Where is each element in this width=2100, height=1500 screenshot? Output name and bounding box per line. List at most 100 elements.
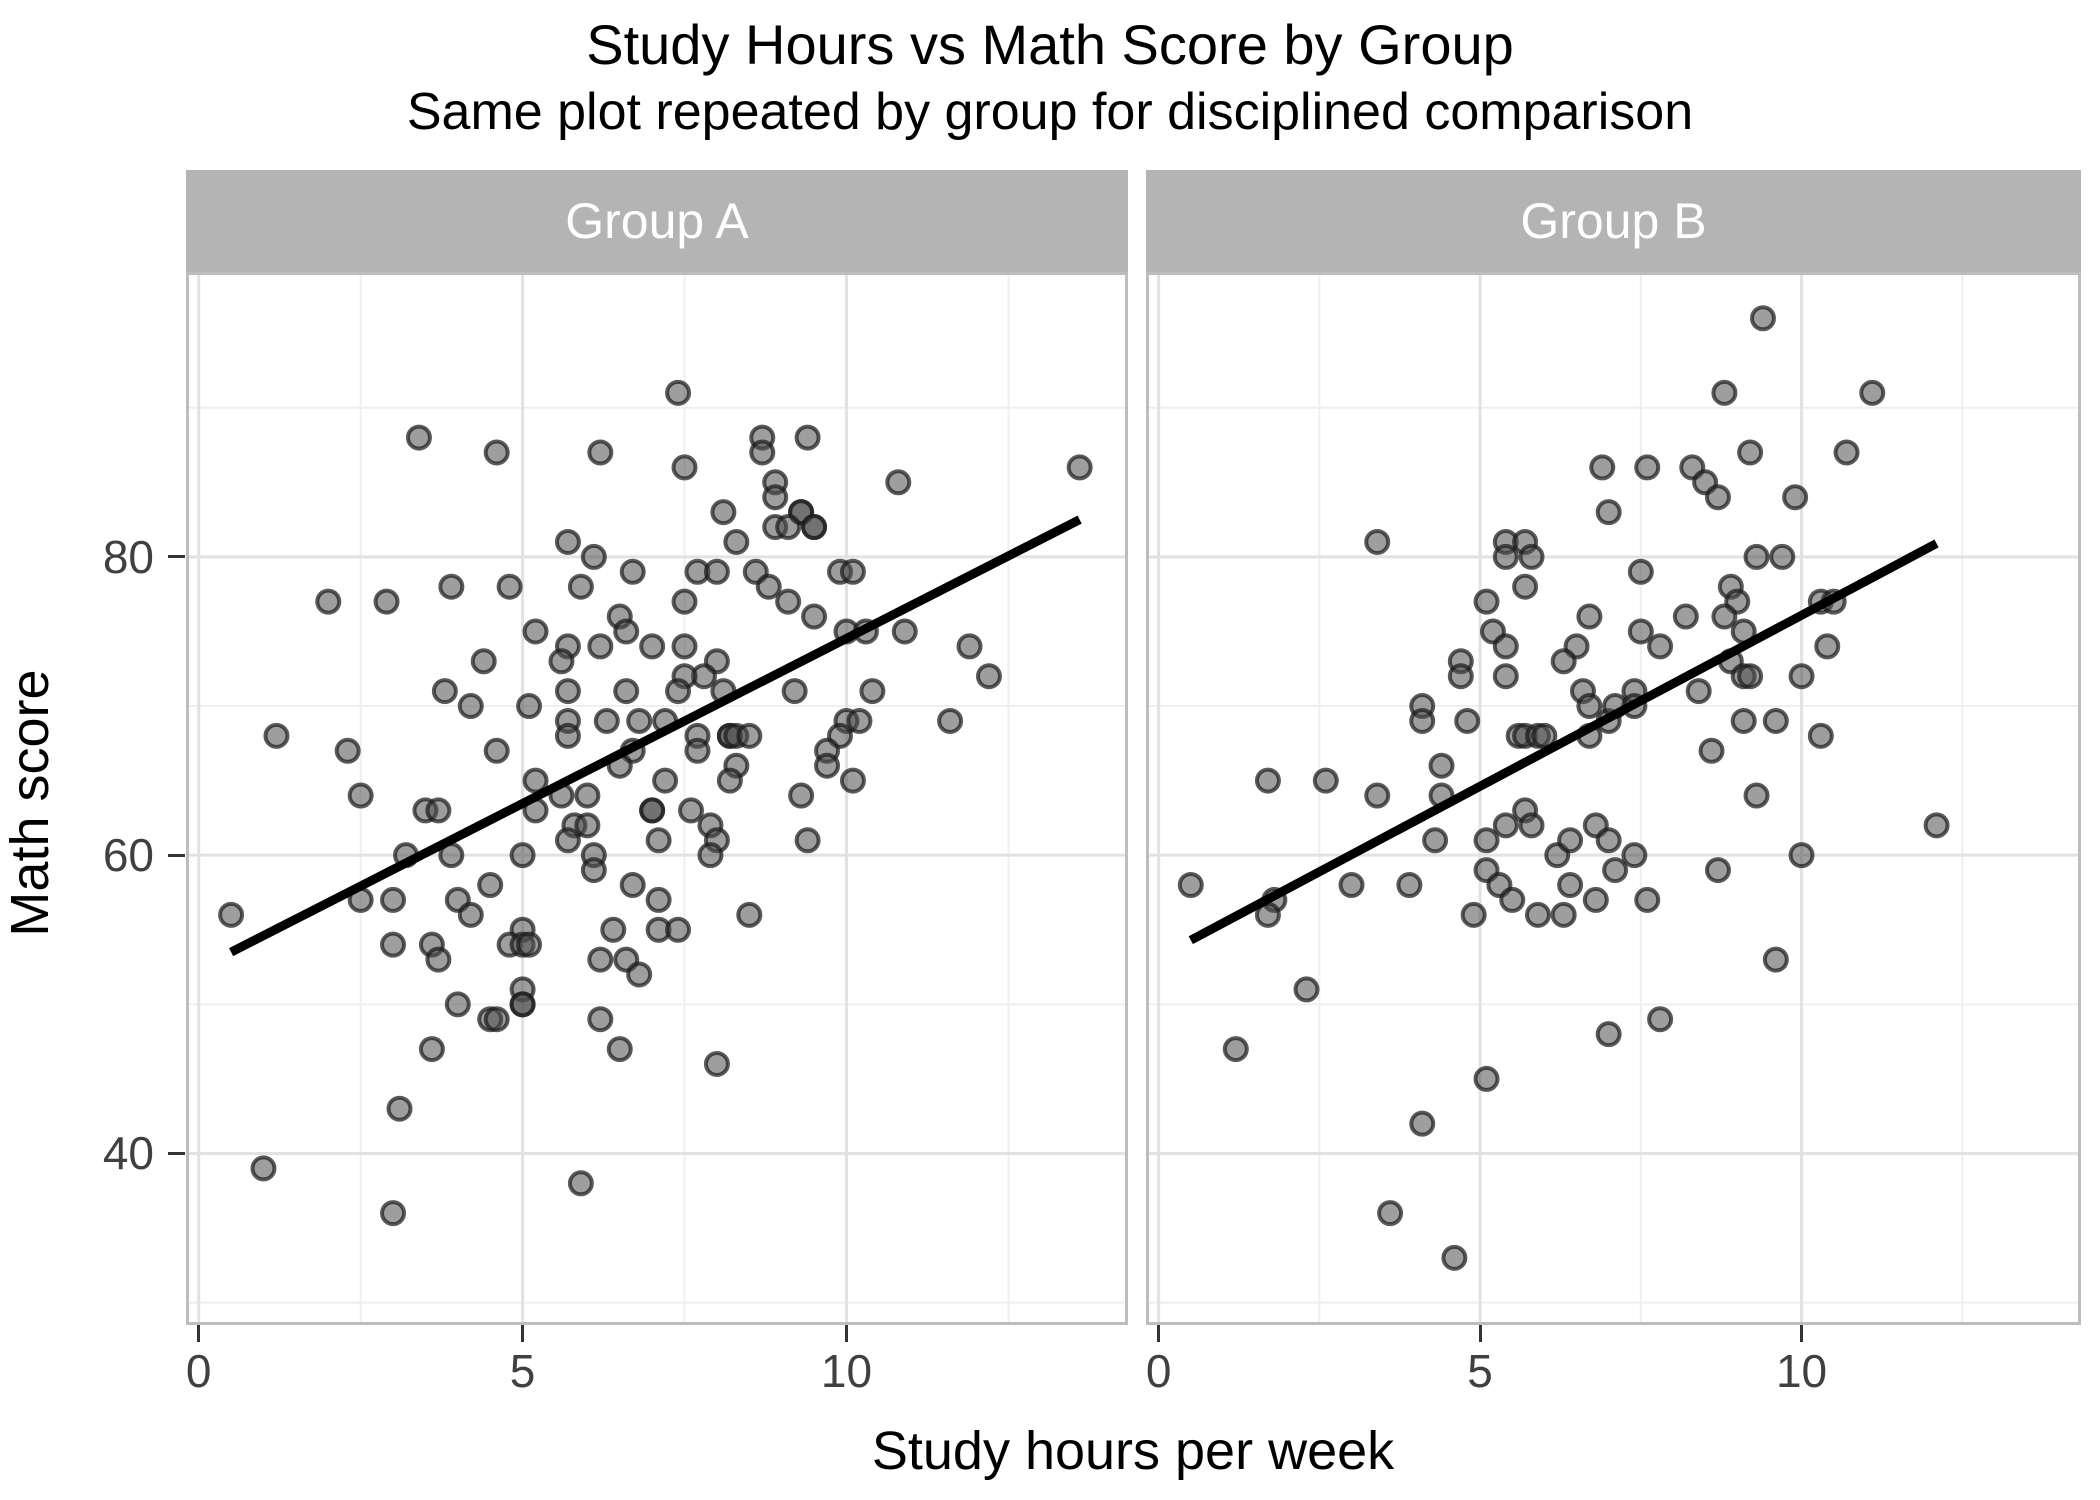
data-point <box>509 991 536 1018</box>
x-tick-mark <box>1157 1325 1161 1342</box>
data-point <box>619 872 646 899</box>
data-point <box>619 558 646 585</box>
data-point <box>425 797 452 824</box>
data-point <box>574 812 601 839</box>
data-point <box>794 424 821 451</box>
data-point <box>600 916 627 943</box>
data-point <box>749 439 776 466</box>
data-point <box>814 752 841 779</box>
data-point <box>548 648 575 675</box>
data-point <box>775 514 802 541</box>
facet-strip-group-b: Group B <box>1146 170 2081 272</box>
data-point <box>755 573 782 600</box>
data-point <box>665 678 692 705</box>
data-point <box>1364 782 1391 809</box>
y-tick-mark <box>168 853 185 857</box>
trend-line <box>1188 539 1939 945</box>
data-point <box>665 916 692 943</box>
trend-line <box>229 515 1082 957</box>
data-point <box>1621 842 1648 869</box>
x-tick-label: 10 <box>1775 1345 1828 1397</box>
data-point <box>716 767 743 794</box>
x-tick-label: 5 <box>1467 1345 1493 1397</box>
data-point <box>671 588 698 615</box>
data-point <box>639 797 666 824</box>
data-point <box>1602 857 1629 884</box>
data-point <box>839 558 866 585</box>
plot-panel-group-b <box>1146 272 2081 1325</box>
data-point <box>1737 663 1764 690</box>
data-point <box>315 588 342 615</box>
data-point <box>580 543 607 570</box>
chart-subtitle: Same plot repeated by group for discipli… <box>406 83 1694 141</box>
data-point <box>1749 305 1776 332</box>
data-point <box>1518 543 1545 570</box>
data-point <box>775 588 802 615</box>
data-point <box>1492 812 1519 839</box>
data-point <box>477 872 504 899</box>
data-point <box>1293 976 1320 1003</box>
data-point <box>1377 1200 1404 1227</box>
data-point <box>1859 379 1886 406</box>
data-point <box>678 797 705 824</box>
data-point <box>1595 499 1622 526</box>
data-point <box>1409 1110 1436 1137</box>
data-point <box>470 648 497 675</box>
data-point <box>885 469 912 496</box>
data-point <box>762 484 789 511</box>
data-point <box>1177 872 1204 899</box>
data-point <box>613 678 640 705</box>
y-tick-label: 40 <box>102 1127 154 1180</box>
data-point <box>1454 707 1481 734</box>
data-point <box>418 1036 445 1063</box>
data-point <box>444 991 471 1018</box>
data-point <box>1711 603 1738 630</box>
y-tick-mark <box>168 1151 185 1155</box>
data-point <box>1595 1021 1622 1048</box>
data-point <box>516 931 543 958</box>
data-point <box>626 961 653 988</box>
data-point <box>1704 484 1731 511</box>
x-axis-title: Study hours per week <box>871 1421 1395 1481</box>
data-point <box>1557 827 1584 854</box>
data-point <box>1576 603 1603 630</box>
data-point <box>846 707 873 734</box>
data-point <box>1833 439 1860 466</box>
data-point <box>587 946 614 973</box>
x-tick-mark <box>1800 1325 1804 1342</box>
y-tick-label: 60 <box>102 829 154 882</box>
data-point <box>788 782 815 809</box>
data-point <box>1473 827 1500 854</box>
data-point <box>554 722 581 749</box>
data-point <box>1807 722 1834 749</box>
data-point <box>703 1050 730 1077</box>
plot-panel-group-a <box>186 272 1128 1325</box>
data-point <box>1634 886 1661 913</box>
data-point <box>580 857 607 884</box>
data-point <box>334 737 361 764</box>
data-point <box>218 901 245 928</box>
data-point <box>684 737 711 764</box>
data-point <box>457 901 484 928</box>
data-point <box>1428 752 1455 779</box>
data-point <box>574 782 601 809</box>
data-point <box>703 558 730 585</box>
x-tick-label: 0 <box>1145 1345 1172 1397</box>
data-point <box>1492 633 1519 660</box>
facet-strip-label: Group A <box>565 193 749 249</box>
data-point <box>1814 633 1841 660</box>
data-point <box>554 678 581 705</box>
data-point <box>1550 648 1577 675</box>
data-point <box>1441 1244 1468 1271</box>
data-point <box>801 603 828 630</box>
data-point <box>1627 618 1654 645</box>
x-tick-label: 0 <box>185 1345 212 1397</box>
data-point <box>839 767 866 794</box>
data-point <box>626 707 653 734</box>
data-point <box>1499 886 1526 913</box>
y-axis-title: Math score <box>0 669 60 937</box>
data-point <box>587 1006 614 1033</box>
x-tick-mark <box>197 1325 201 1342</box>
data-point <box>1762 707 1789 734</box>
